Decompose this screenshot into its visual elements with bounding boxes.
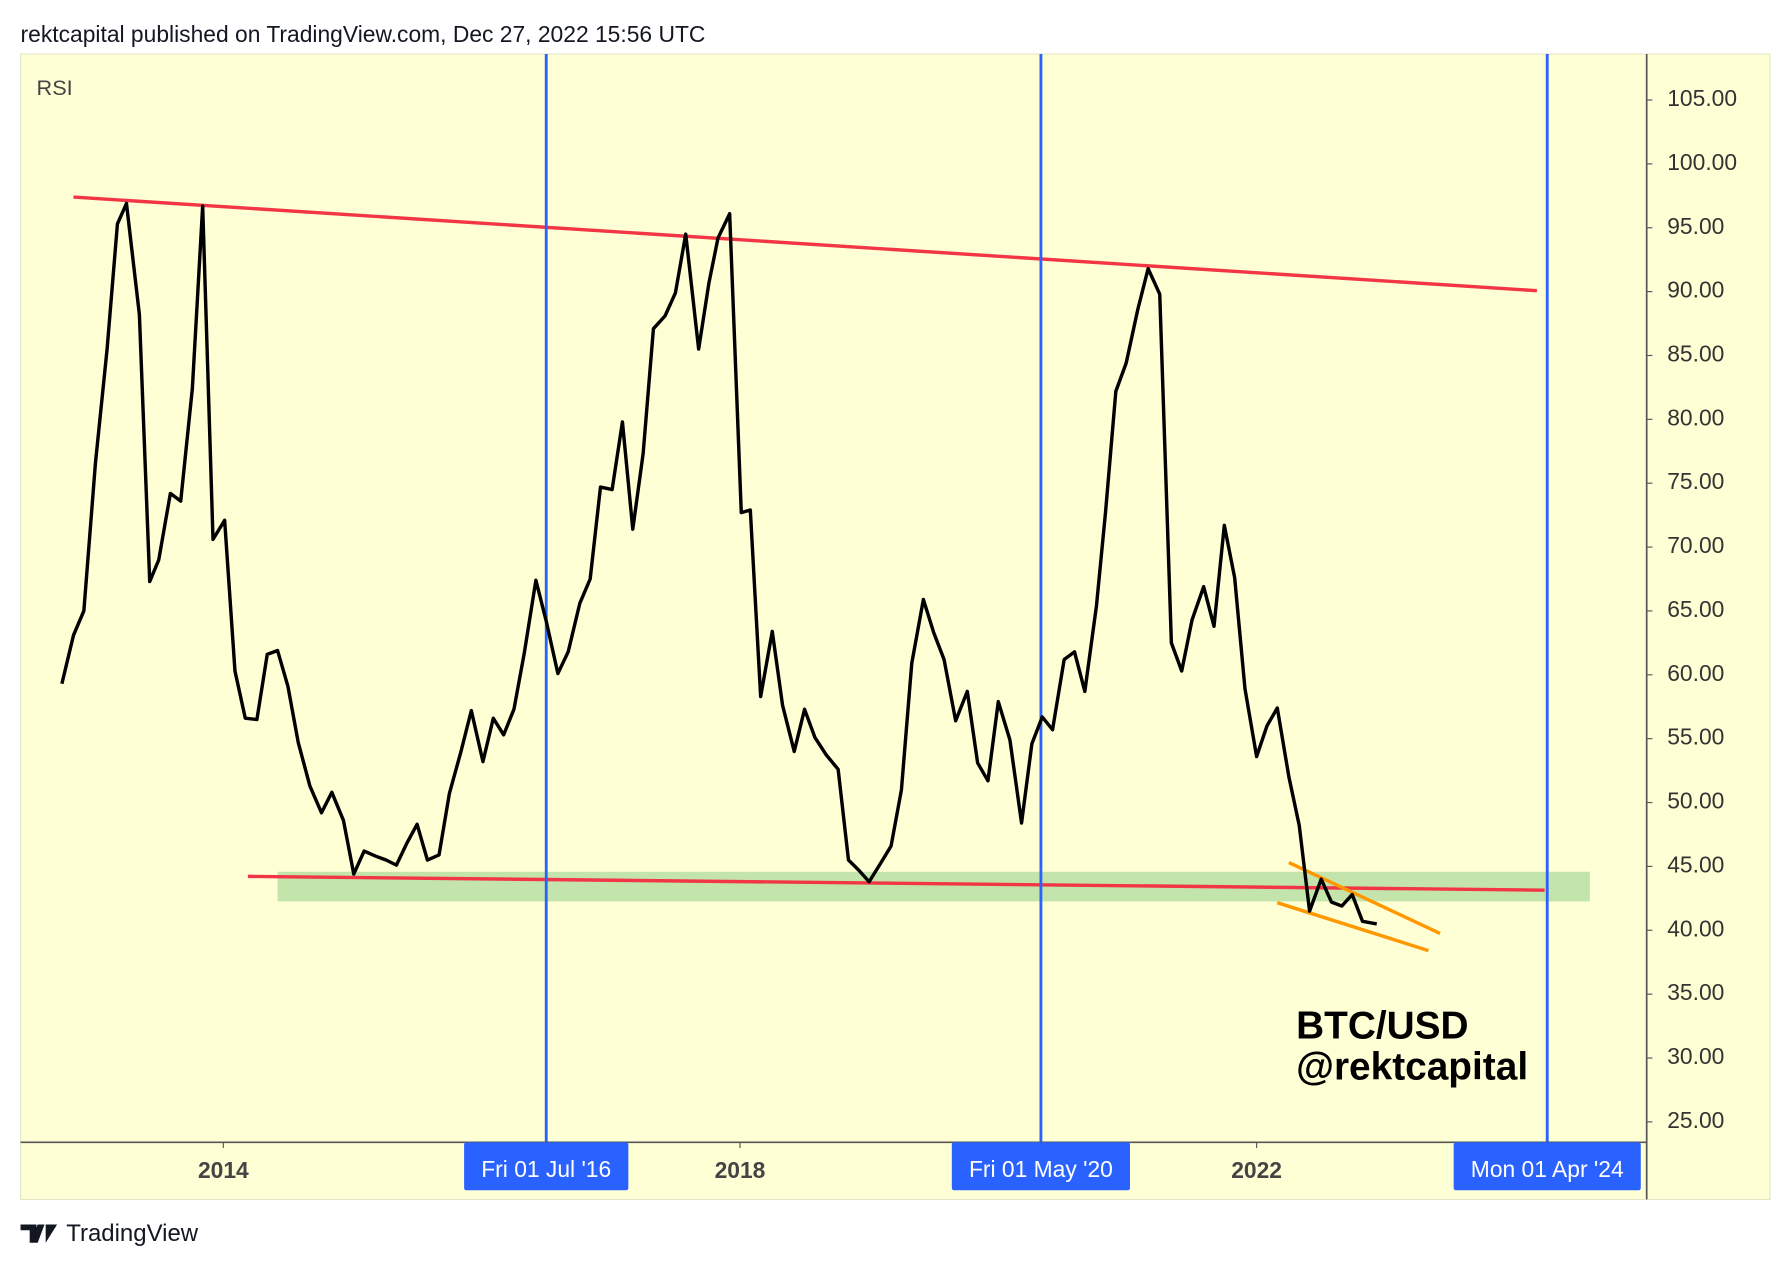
date-label: Fri 01 May '20 bbox=[951, 1142, 1131, 1191]
y-tick-label: 30.00 bbox=[1667, 1043, 1724, 1069]
rsi-line bbox=[60, 201, 1378, 926]
y-tick-label: 35.00 bbox=[1667, 979, 1724, 1005]
y-tick-label: 45.00 bbox=[1667, 851, 1724, 877]
logo-icon bbox=[20, 1224, 58, 1243]
x-tick-label: 2014 bbox=[198, 1157, 249, 1183]
y-tick-label: 25.00 bbox=[1667, 1107, 1724, 1133]
date-label-bg bbox=[951, 1142, 1131, 1191]
date-label-bg bbox=[1453, 1142, 1641, 1191]
plot bbox=[60, 54, 1590, 1143]
y-tick-label: 80.00 bbox=[1667, 404, 1724, 430]
y-tick-label: 85.00 bbox=[1667, 341, 1724, 367]
date-label-text: Fri 01 May '20 bbox=[969, 1156, 1113, 1182]
y-tick-label: 70.00 bbox=[1667, 532, 1724, 558]
date-label-text: Mon 01 Apr '24 bbox=[1471, 1156, 1624, 1182]
date-label: Mon 01 Apr '24 bbox=[1453, 1142, 1641, 1191]
watermark: BTC/USD bbox=[1296, 1004, 1469, 1047]
y-tick-label: 100.00 bbox=[1667, 149, 1737, 175]
y-tick-label: 95.00 bbox=[1667, 213, 1724, 239]
x-tick-label: 2022 bbox=[1231, 1157, 1282, 1183]
tradingview-logo: TradingView bbox=[20, 1220, 199, 1247]
trendline bbox=[247, 874, 1545, 892]
y-tick-label: 75.00 bbox=[1667, 468, 1724, 494]
publish-header: rektcapital published on TradingView.com… bbox=[21, 21, 706, 47]
y-tick-label: 65.00 bbox=[1667, 596, 1724, 622]
y-tick-label: 105.00 bbox=[1667, 85, 1737, 111]
y-tick-label: 50.00 bbox=[1667, 788, 1724, 814]
trendline bbox=[1276, 901, 1429, 953]
indicator-label: RSI bbox=[37, 75, 73, 100]
date-label: Fri 01 Jul '16 bbox=[464, 1142, 629, 1191]
y-tick-label: 60.00 bbox=[1667, 660, 1724, 686]
date-label-text: Fri 01 Jul '16 bbox=[481, 1156, 611, 1182]
y-tick-label: 40.00 bbox=[1667, 915, 1724, 941]
x-tick-label: 2018 bbox=[715, 1157, 766, 1183]
trendline bbox=[1288, 861, 1441, 936]
footer-brand: TradingView bbox=[66, 1220, 199, 1247]
date-label-bg bbox=[464, 1142, 629, 1191]
support-zone bbox=[277, 871, 1590, 902]
y-tick-label: 55.00 bbox=[1667, 724, 1724, 750]
y-tick-label: 90.00 bbox=[1667, 277, 1724, 303]
chart-panel bbox=[19, 53, 1771, 1200]
watermark: @rektcapital bbox=[1296, 1045, 1528, 1088]
trendline bbox=[73, 195, 1538, 293]
